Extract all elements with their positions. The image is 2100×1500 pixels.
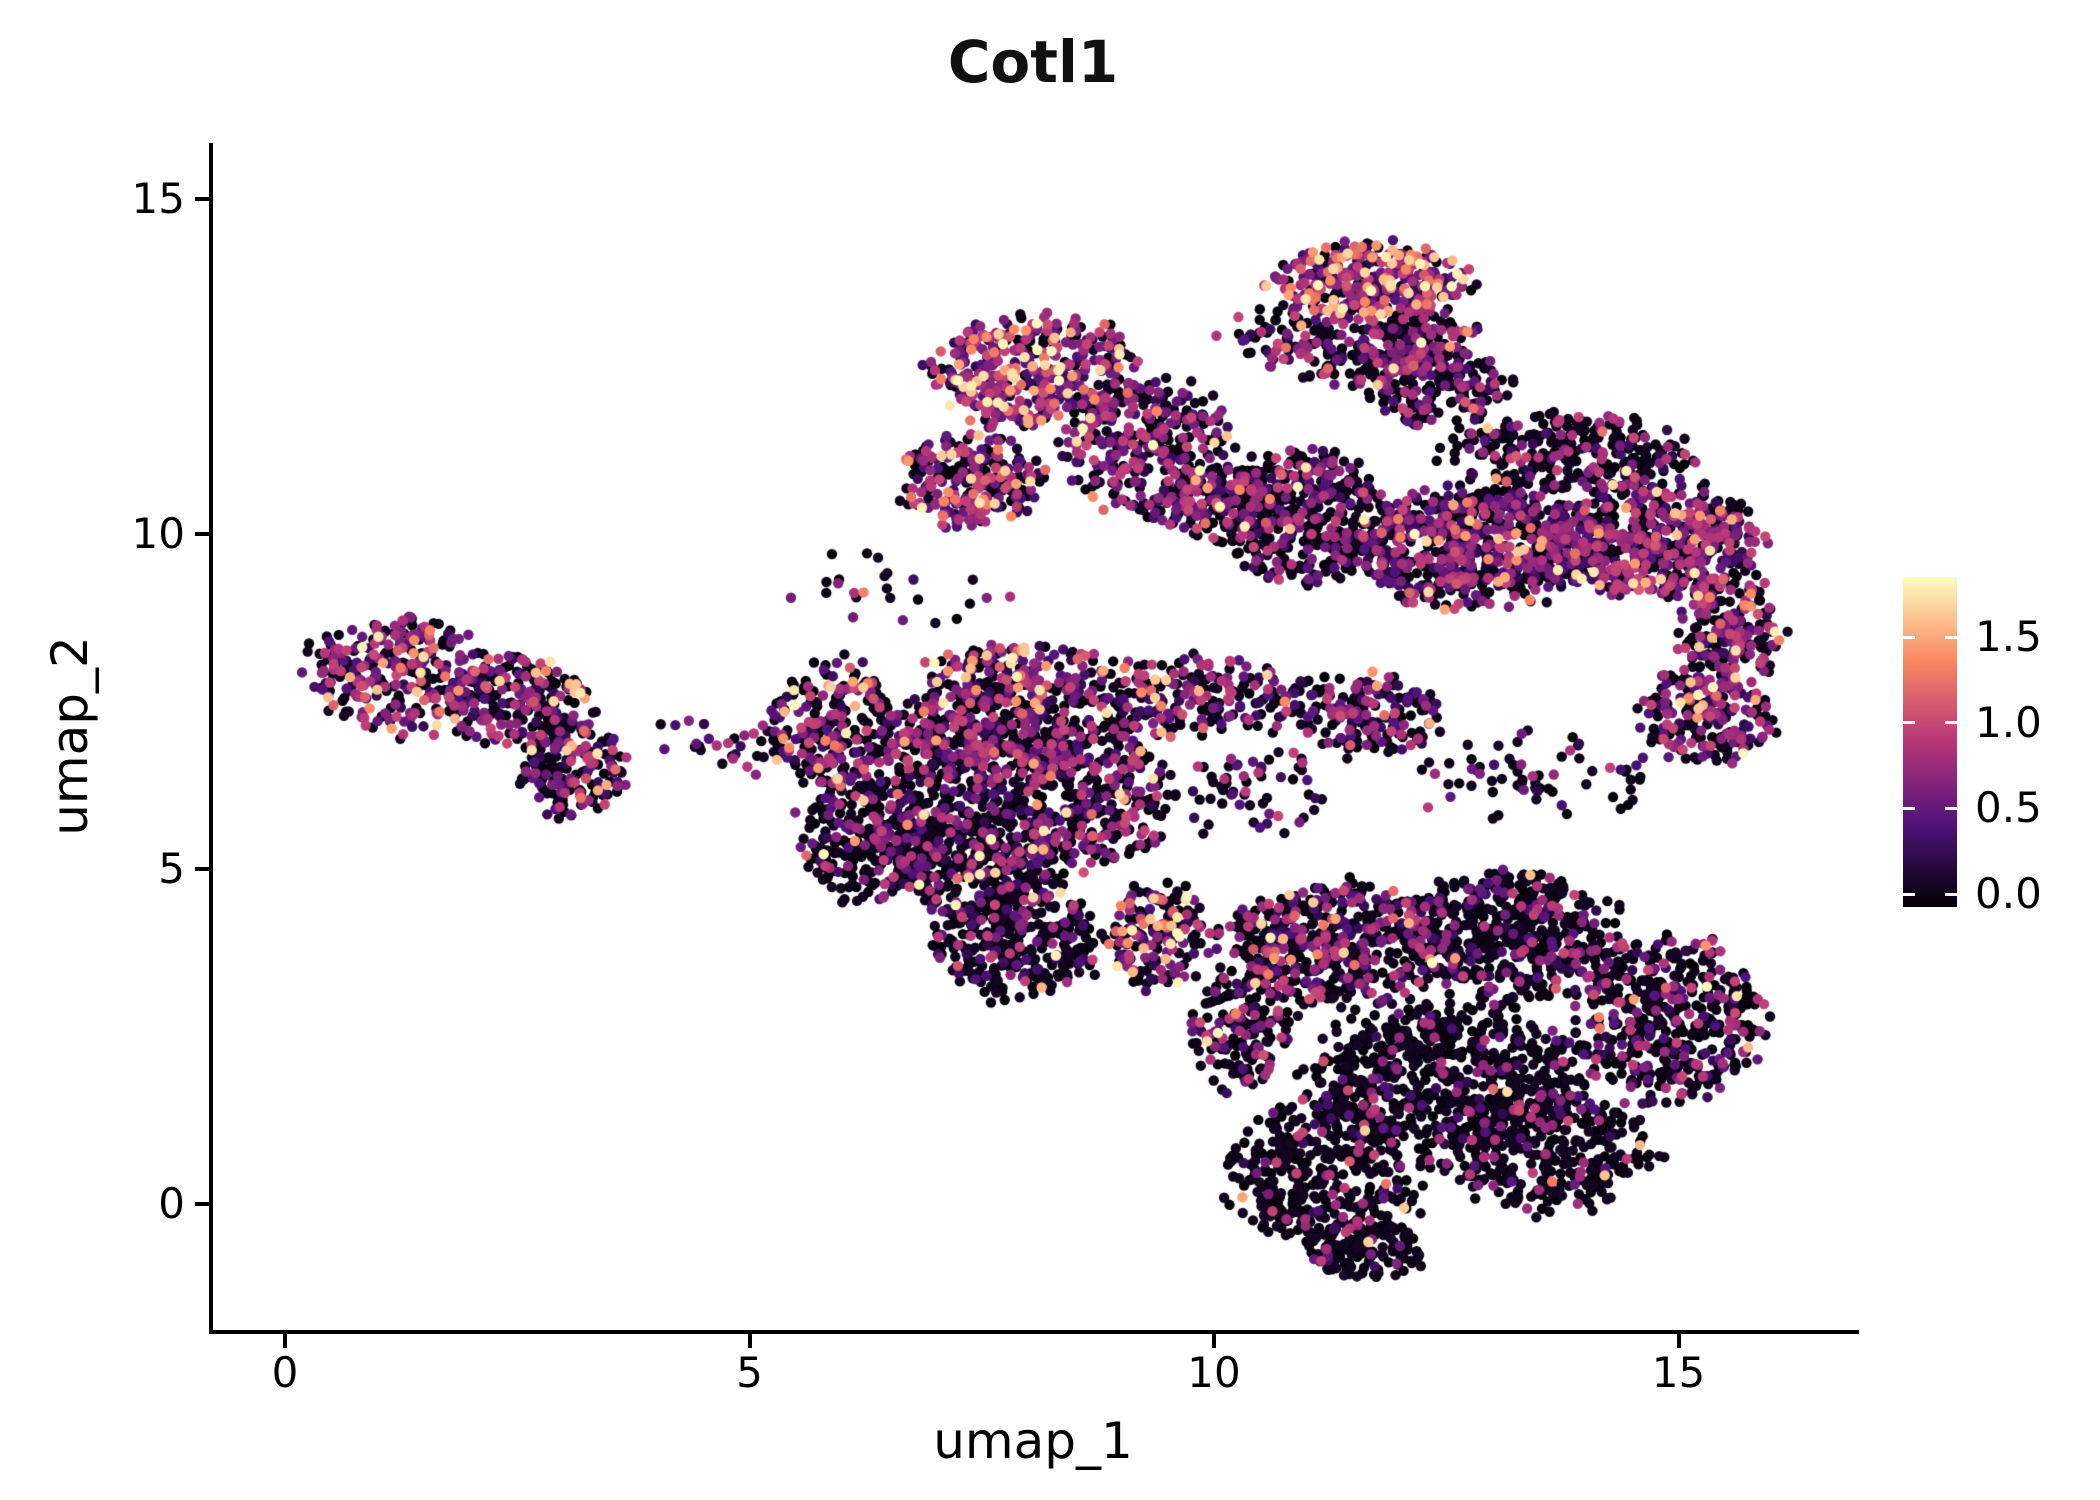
y-tick-label: 15 xyxy=(131,174,185,223)
colorbar-tick-mark-right xyxy=(1945,892,1957,896)
colorbar-tick-mark-left xyxy=(1903,892,1915,896)
x-tick-label: 5 xyxy=(736,1348,763,1397)
colorbar-tick-label: 0.5 xyxy=(1975,783,2042,833)
x-tick-label: 10 xyxy=(1187,1348,1241,1397)
colorbar-tick-label: 1.0 xyxy=(1975,697,2042,747)
x-tick-mark xyxy=(747,1334,752,1348)
colorbar-tick-mark-left xyxy=(1903,721,1915,725)
y-tick-mark xyxy=(195,532,209,536)
x-tick-mark xyxy=(1676,1334,1681,1348)
y-axis-line xyxy=(209,143,213,1334)
colorbar-tick-mark-right xyxy=(1945,635,1957,639)
y-axis-title: umap_2 xyxy=(41,636,99,836)
colorbar-tick-label: 0.0 xyxy=(1975,869,2042,919)
y-tick-mark xyxy=(195,867,209,871)
colorbar-tick-mark-left xyxy=(1903,635,1915,639)
y-tick-mark xyxy=(195,1202,209,1206)
y-tick-mark xyxy=(195,197,209,201)
expression-colorbar xyxy=(1903,577,1957,907)
y-tick-label: 10 xyxy=(131,509,185,558)
x-tick-label: 0 xyxy=(271,1348,299,1397)
x-axis-title: umap_1 xyxy=(933,1412,1133,1470)
colorbar-tick-mark-right xyxy=(1945,806,1957,810)
x-tick-label: 15 xyxy=(1651,1348,1706,1397)
x-tick-mark xyxy=(1212,1334,1216,1348)
y-tick-label: 5 xyxy=(158,844,185,893)
colorbar-tick-label: 1.5 xyxy=(1975,612,2042,661)
plot-title: Cotl1 xyxy=(947,28,1119,96)
x-tick-mark xyxy=(283,1334,287,1348)
x-axis-line xyxy=(209,1330,1859,1334)
y-tick-label: 0 xyxy=(158,1179,185,1228)
colorbar-tick-mark-left xyxy=(1903,806,1915,810)
colorbar-gradient xyxy=(1903,577,1957,907)
colorbar-tick-mark-right xyxy=(1945,721,1957,725)
